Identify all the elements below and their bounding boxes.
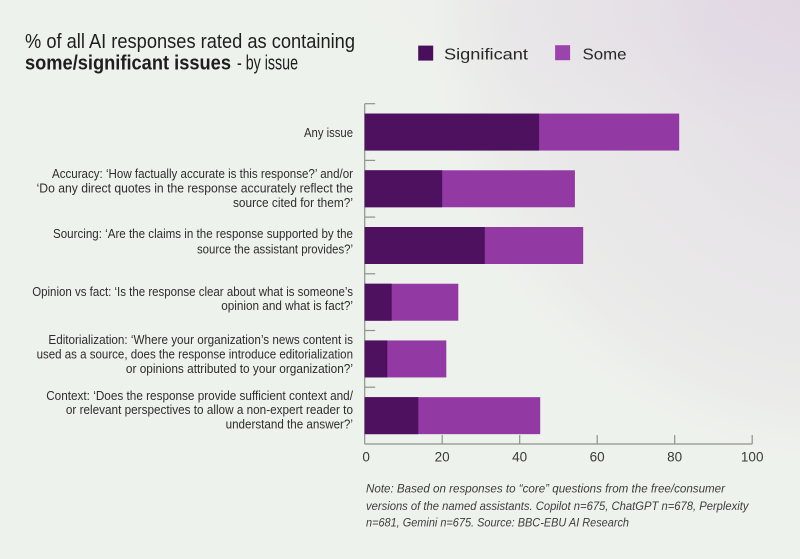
svg-text:- by issue: - by issue [237,52,298,74]
svg-text:opinion and what is fact?’: opinion and what is fact?’ [221,299,353,313]
svg-text:40: 40 [512,450,527,465]
svg-text:Some: Some [583,47,627,64]
svg-text:0: 0 [362,450,370,465]
svg-text:versions of the named assistan: versions of the named assistants. Copilo… [366,499,749,513]
svg-text:Note: Based on responses to “c: Note: Based on responses to “core” quest… [366,481,726,495]
svg-text:20: 20 [435,450,450,465]
svg-text:Accuracy: ‘How factually accur: Accuracy: ‘How factually accurate is thi… [52,167,353,181]
svg-text:source the assistant provides?: source the assistant provides?’ [197,242,353,256]
svg-text:Significant: Significant [444,47,529,64]
svg-text:Any issue: Any issue [304,126,353,140]
svg-text:60: 60 [590,450,605,465]
svg-text:n=681, Gemini n=675. Source: B: n=681, Gemini n=675. Source: BBC-EBU AI … [366,516,629,530]
svg-text:% of all AI responses rated as: % of all AI responses rated as containin… [25,31,355,53]
svg-text:Opinion vs fact: ‘Is the respo: Opinion vs fact: ‘Is the response clear … [32,285,353,299]
svg-text:‘Do any direct quotes in the r: ‘Do any direct quotes in the response ac… [37,181,353,195]
svg-text:Sourcing: ‘Are the claims in t: Sourcing: ‘Are the claims in the respons… [53,227,353,241]
svg-text:Editorialization: ‘Where your: Editorialization: ‘Where your organizati… [48,333,353,347]
svg-text:or relevant perspectives to al: or relevant perspectives to allow a non-… [66,403,353,417]
svg-text:or opinions attributed to your: or opinions attributed to your organizat… [126,362,353,376]
svg-text:Context: ‘Does the response pr: Context: ‘Does the response provide suff… [46,389,353,403]
svg-text:source cited for them?’: source cited for them?’ [233,196,353,210]
svg-text:used as a source, does the res: used as a source, does the response intr… [37,348,353,362]
svg-text:understand the answer?’: understand the answer?’ [226,418,353,432]
svg-text:some/significant issues: some/significant issues [25,52,231,74]
svg-text:100: 100 [741,450,764,465]
svg-text:80: 80 [667,450,682,465]
